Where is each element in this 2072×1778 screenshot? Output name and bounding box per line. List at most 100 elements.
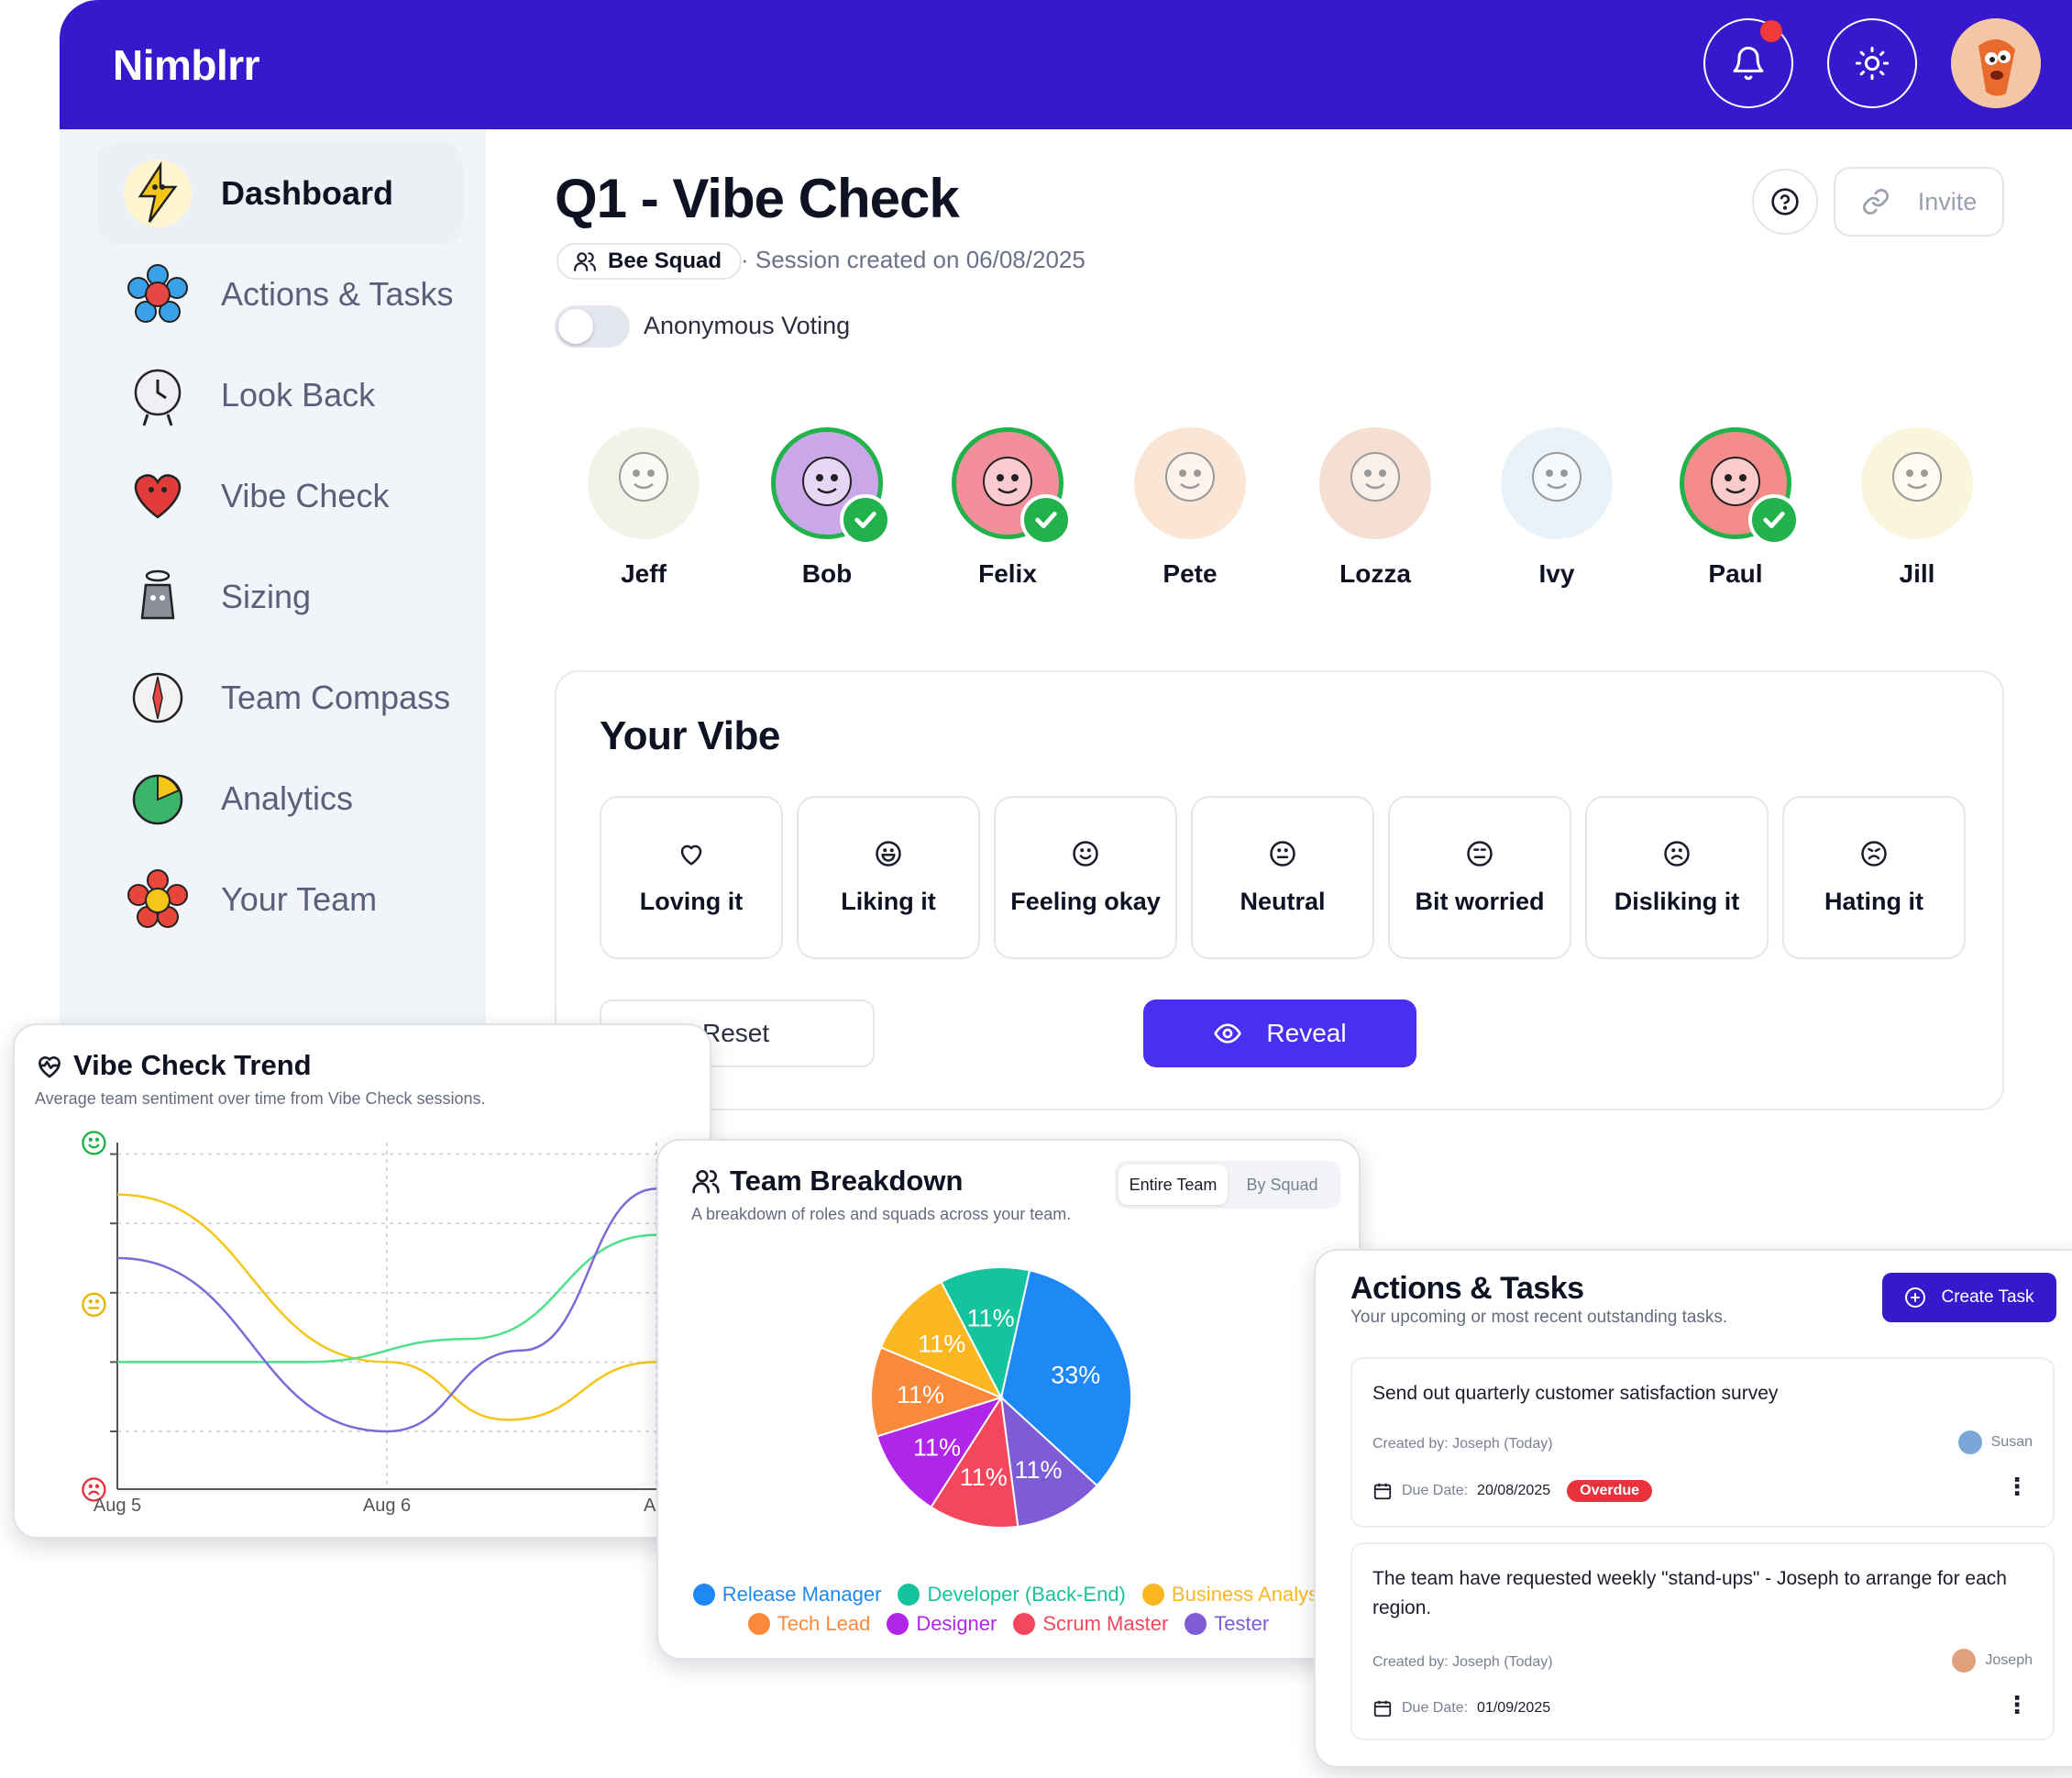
actions-tasks-card: Actions & Tasks Your upcoming or most re… <box>1314 1249 2072 1768</box>
tab-by-squad[interactable]: By Squad <box>1246 1175 1318 1194</box>
angry-icon <box>1861 840 1887 867</box>
sidebar-item-label: Vibe Check <box>221 477 390 514</box>
vibe-option-label: Loving it <box>639 887 744 915</box>
pie-slice[interactable] <box>930 1395 1019 1529</box>
legend-swatch <box>1185 1613 1207 1635</box>
legend-item[interactable]: Tester <box>1185 1612 1269 1636</box>
eye-icon <box>1214 1023 1242 1044</box>
anonymous-voting-toggle[interactable] <box>555 305 630 348</box>
reveal-button[interactable]: Reveal <box>1143 999 1416 1067</box>
task-created-by: Created by: Joseph (Today) <box>1372 1436 1553 1452</box>
sidebar-item-your-team[interactable]: Your Team <box>96 849 463 950</box>
avatar <box>1134 427 1246 539</box>
your-vibe-card: Your Vibe Loving it Liking it Feeling ok… <box>555 670 2004 1110</box>
task-assignee: Susan <box>1957 1430 2033 1454</box>
create-task-button[interactable]: Create Task <box>1882 1273 2056 1322</box>
series-line-purple <box>116 1187 657 1433</box>
legend-item[interactable]: Business Analyst <box>1141 1583 1325 1607</box>
vibe-option-worried[interactable]: Bit worried <box>1388 796 1571 959</box>
breakdown-title: Team Breakdown <box>730 1165 964 1197</box>
pie-slice[interactable] <box>999 1395 1098 1528</box>
sidebar-item-team-compass[interactable]: Team Compass <box>96 647 463 748</box>
task-item[interactable]: Send out quarterly customer satisfaction… <box>1350 1357 2055 1528</box>
flower-red-mascot-icon <box>124 866 192 933</box>
sidebar-item-dashboard[interactable]: Dashboard <box>96 143 463 244</box>
member-jill: Jill <box>1844 427 1990 589</box>
sun-icon <box>1855 46 1890 81</box>
status-badge: Overdue <box>1567 1480 1653 1502</box>
due-label: Due Date: <box>1402 1483 1469 1498</box>
sidebar-item-vibe-check[interactable]: Vibe Check <box>96 446 463 547</box>
compass-mascot-icon <box>124 664 192 732</box>
task-item[interactable]: The team have requested weekly "stand-up… <box>1350 1542 2055 1740</box>
member-pete: Pete <box>1117 427 1263 589</box>
anonymous-voting-label: Anonymous Voting <box>644 312 851 339</box>
breakdown-subtitle: A breakdown of roles and squads across y… <box>691 1205 1072 1223</box>
legend-label: Developer (Back-End) <box>927 1583 1126 1606</box>
legend-label: Business Analyst <box>1171 1583 1325 1606</box>
due-label: Due Date: <box>1402 1700 1469 1716</box>
legend-item[interactable]: Designer <box>887 1612 997 1636</box>
member-name: Pete <box>1163 559 1218 588</box>
link-icon <box>1862 189 1889 215</box>
pie-slice-label: 11% <box>1014 1456 1062 1484</box>
more-options-icon[interactable]: ⋮ <box>2005 1473 2029 1500</box>
vibe-option-label: Disliking it <box>1614 887 1740 915</box>
vibe-option-hating[interactable]: Hating it <box>1782 796 1966 959</box>
task-assignee: Joseph <box>1952 1649 2033 1673</box>
trend-title: Vibe Check Trend <box>73 1049 312 1081</box>
due-date: 01/09/2025 <box>1477 1700 1551 1716</box>
vibe-option-loving[interactable]: Loving it <box>600 796 783 959</box>
session-created-text: · Session created on 06/08/2025 <box>741 246 1086 273</box>
member-ivy: Ivy <box>1483 427 1630 589</box>
invite-button[interactable]: Invite <box>1834 167 2004 237</box>
reset-button[interactable]: Reset <box>600 999 875 1067</box>
legend-label: Release Manager <box>722 1583 882 1606</box>
notification-badge <box>1760 20 1782 42</box>
mascot-icon <box>1165 452 1215 502</box>
sidebar-item-analytics[interactable]: Analytics <box>96 748 463 849</box>
theme-toggle-button[interactable] <box>1827 18 1917 108</box>
squad-chip[interactable]: Bee Squad <box>557 243 743 280</box>
sidebar-item-look-back[interactable]: Look Back <box>96 345 463 446</box>
legend-swatch <box>747 1613 770 1635</box>
sidebar-item-sizing[interactable]: Sizing <box>96 547 463 647</box>
pie-slice[interactable] <box>940 1266 1031 1400</box>
pie-slice-label: 11% <box>960 1463 1008 1491</box>
breakdown-tabs: Entire Team By Squad <box>1115 1161 1340 1209</box>
app-logo[interactable]: Nimblrr <box>113 41 260 89</box>
trend-line-chart: Aug 5 Aug 6 Au <box>82 1131 711 1516</box>
member-name: Paul <box>1708 559 1763 588</box>
vibe-option-okay[interactable]: Feeling okay <box>994 796 1177 959</box>
more-options-icon[interactable]: ⋮ <box>2005 1691 2029 1718</box>
legend-swatch <box>1013 1613 1036 1635</box>
legend-item[interactable]: Tech Lead <box>747 1612 870 1636</box>
vibe-option-liking[interactable]: Liking it <box>797 796 980 959</box>
legend-item[interactable]: Scrum Master <box>1013 1612 1168 1636</box>
task-title: The team have requested weekly "stand-up… <box>1372 1568 2007 1618</box>
pie-slice[interactable] <box>879 1280 1004 1399</box>
help-button[interactable] <box>1752 169 1818 235</box>
vibe-option-neutral[interactable]: Neutral <box>1191 796 1374 959</box>
pizza-mascot-icon <box>1951 18 2041 108</box>
pie-slice[interactable] <box>870 1346 1004 1438</box>
sidebar-item-label: Analytics <box>221 779 354 817</box>
legend-swatch <box>1141 1584 1164 1606</box>
pie-slice[interactable] <box>999 1269 1132 1487</box>
team-breakdown-card: Team Breakdown A breakdown of roles and … <box>656 1139 1361 1660</box>
mascot-icon <box>619 452 668 502</box>
legend-item[interactable]: Release Manager <box>692 1583 882 1607</box>
calendar-icon <box>1373 1483 1392 1500</box>
user-avatar[interactable] <box>1951 18 2041 108</box>
member-name: Bob <box>801 559 853 588</box>
task-assignee-name: Susan <box>1990 1434 2033 1450</box>
legend-item[interactable]: Developer (Back-End) <box>898 1583 1126 1607</box>
vibe-option-disliking[interactable]: Disliking it <box>1585 796 1769 959</box>
notifications-button[interactable] <box>1703 18 1793 108</box>
legend-swatch <box>692 1584 715 1606</box>
tab-entire-team[interactable]: Entire Team <box>1119 1165 1228 1205</box>
member-name: Ivy <box>1538 559 1575 588</box>
due-date: 20/08/2025 <box>1477 1483 1551 1498</box>
pie-slice[interactable] <box>876 1396 1004 1509</box>
sidebar-item-actions-tasks[interactable]: Actions & Tasks <box>96 244 463 345</box>
